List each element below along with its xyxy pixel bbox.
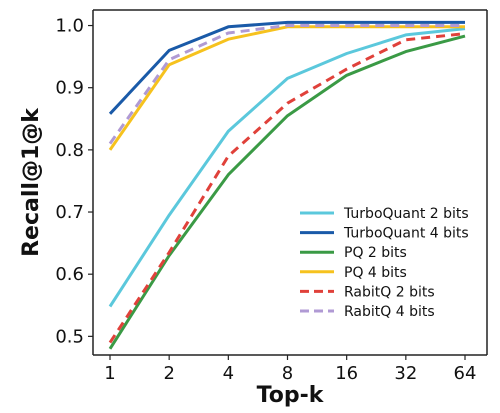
legend-label-turboquant-4-bits: TurboQuant 4 bits [343, 226, 469, 242]
x-axis-ticks: 1 2 4 8 16 32 64 [104, 355, 476, 384]
x-tick-label: 2 [163, 363, 174, 384]
y-tick-label: 0.9 [55, 78, 84, 99]
y-tick-label: 0.5 [55, 326, 84, 347]
x-tick-label: 16 [335, 363, 358, 384]
series-line-rabitq-4-bits [108, 24, 465, 145]
y-axis-title: Recall@1@k [19, 107, 44, 257]
series-line-pq-4-bits [108, 25, 465, 151]
series-layer [108, 20, 466, 350]
legend-label-turboquant-2-bits: TurboQuant 2 bits [343, 206, 469, 222]
y-tick-label: 0.7 [55, 202, 84, 223]
y-axis-ticks: 0.5 0.6 0.7 0.8 0.9 1.0 [55, 16, 93, 347]
plot-frame [92, 9, 488, 356]
x-tick-label: 4 [223, 363, 234, 384]
series-line-turboquant-2-bits [108, 27, 466, 308]
series-line-turboquant-4-bits [108, 20, 465, 115]
x-tick-label: 8 [282, 363, 293, 384]
legend-label-pq-4-bits: PQ 4 bits [344, 265, 407, 281]
y-tick-label: 1.0 [55, 16, 84, 37]
x-tick-label: 32 [394, 363, 417, 384]
series-line-rabitq-2-bits [108, 32, 466, 344]
legend-label-rabitq-4-bits: RabitQ 4 bits [344, 304, 435, 320]
y-tick-label: 0.8 [55, 140, 84, 161]
x-tick-label: 64 [454, 363, 477, 384]
y-tick-label: 0.6 [55, 264, 84, 285]
x-tick-label: 1 [104, 363, 115, 384]
legend-label-rabitq-2-bits: RabitQ 2 bits [344, 284, 435, 300]
x-axis-title: Top-k [257, 383, 325, 408]
legend: TurboQuant 2 bits TurboQuant 4 bits PQ 2 b… [300, 206, 469, 320]
legend-label-pq-2-bits: PQ 2 bits [344, 245, 407, 261]
series-line-pq-2-bits [108, 34, 466, 350]
